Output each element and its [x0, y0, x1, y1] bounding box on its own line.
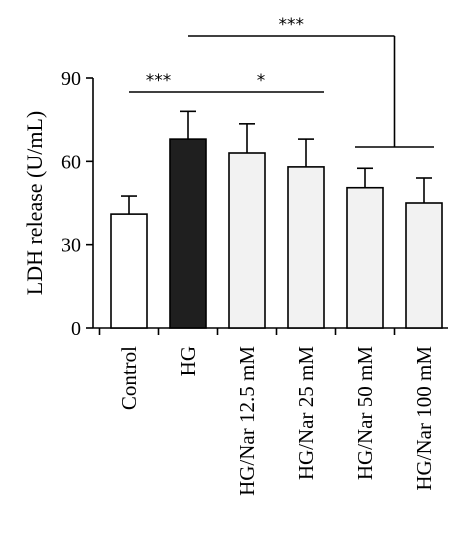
category-label: HG/Nar 12.5 mM — [235, 346, 259, 496]
bar — [110, 213, 148, 329]
category-label: Control — [117, 346, 141, 410]
y-tick-label: 30 — [61, 235, 81, 257]
y-axis: 0 30 60 90 — [61, 68, 448, 340]
category-label: HG/Nar 25 mM — [294, 346, 318, 480]
category-label: HG/Nar 50 mM — [353, 346, 377, 480]
category-label: HG — [176, 346, 200, 376]
significance-marker: *** — [279, 15, 305, 35]
bar — [346, 186, 384, 329]
bar — [287, 166, 325, 329]
category-label: HG/Nar 100 mM — [412, 346, 436, 491]
y-axis-label: LDH release (U/mL) — [22, 111, 47, 295]
x-axis-labels: Control HG HG/Nar 12.5 mM HG/Nar 25 mM HG/Na… — [117, 346, 436, 496]
significance-marker: * — [257, 71, 266, 91]
y-tick-label: 0 — [71, 318, 81, 340]
y-tick-label: 90 — [61, 68, 81, 90]
bar — [228, 152, 266, 329]
bar — [169, 138, 207, 329]
bar — [405, 202, 443, 329]
significance-annotations: *** **** — [129, 15, 434, 148]
bars — [110, 138, 443, 329]
error-bars — [121, 110, 432, 215]
y-tick-label: 60 — [61, 151, 81, 173]
significance-marker: *** — [146, 71, 172, 91]
